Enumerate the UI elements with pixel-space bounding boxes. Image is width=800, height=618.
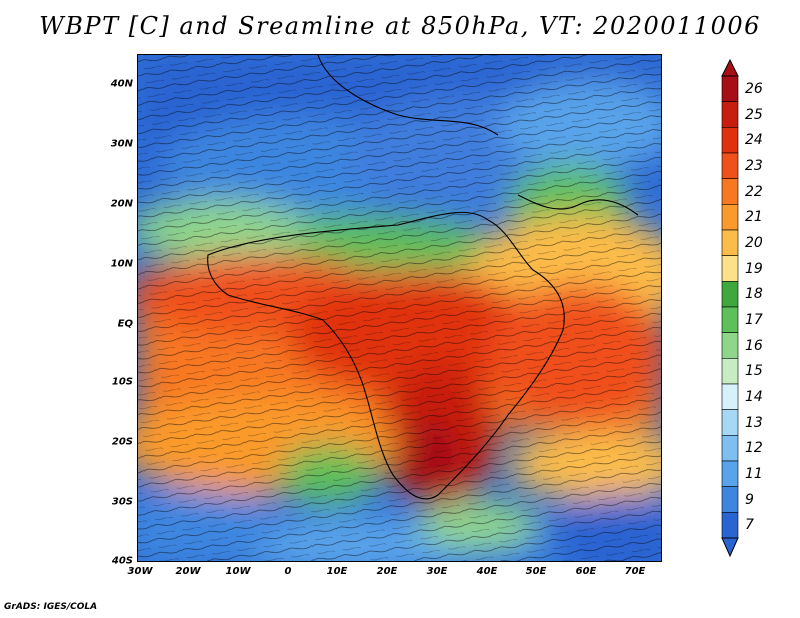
colorbar-swatch (721, 306, 739, 333)
colorbar-top-arrow (721, 58, 739, 77)
lon-tick-60e: 60E (575, 566, 597, 577)
map-plot-area (137, 54, 662, 562)
lon-tick-20e: 20E (376, 566, 398, 577)
colorbar-label: 19 (745, 260, 763, 277)
colorbar-swatch (721, 75, 739, 102)
colorbar-label: 20 (745, 234, 763, 251)
lon-tick-10e: 10E (326, 566, 348, 577)
colorbar-swatch (721, 101, 739, 128)
colorbar-swatch (721, 383, 739, 410)
colorbar-swatch (721, 152, 739, 179)
colorbar-swatch (721, 512, 739, 539)
colorbar-label: 25 (745, 106, 763, 123)
credit-text: GrADS: IGES/COLA (4, 602, 98, 612)
colorbar-swatch (721, 127, 739, 154)
colorbar-swatch (721, 204, 739, 231)
colorbar-swatch (721, 409, 739, 436)
colorbar-label: 12 (745, 440, 763, 457)
colorbar-label: 22 (745, 183, 763, 200)
lat-tick-20s: 20S (111, 436, 133, 448)
lat-tick-10s: 10S (111, 376, 133, 388)
colorbar-swatch (721, 178, 739, 205)
colorbar-swatch (721, 358, 739, 385)
lon-tick-50e: 50E (525, 566, 547, 577)
lat-tick-20n: 20N (110, 198, 133, 210)
colorbar-label: 26 (745, 80, 763, 97)
colorbar-swatches (721, 75, 739, 539)
colorbar-swatch (721, 435, 739, 462)
colorbar-swatch (721, 486, 739, 513)
lat-tick-10n: 10N (110, 258, 133, 270)
colorbar-label: 14 (745, 388, 763, 405)
lon-tick-40e: 40E (476, 566, 498, 577)
lon-tick-0: 0 (284, 566, 292, 577)
lat-tick-40n: 40N (110, 78, 133, 90)
map-title: WBPT [C] and Sreamline at 850hPa, VT: 20… (39, 12, 761, 40)
colorbar-label: 13 (745, 414, 763, 431)
coastlines (207, 55, 639, 500)
colorbar-label: 18 (745, 286, 763, 303)
colorbar-label: 11 (745, 465, 763, 482)
lon-tick-30w: 30W (127, 566, 153, 577)
lon-tick-30e: 30E (426, 566, 448, 577)
lon-tick-10w: 10W (225, 566, 251, 577)
colorbar-swatch (721, 229, 739, 256)
lat-tick-30n: 30N (110, 138, 133, 150)
colorbar-label: 21 (745, 209, 763, 226)
colorbar-label: 16 (745, 337, 763, 354)
colorbar-swatch (721, 281, 739, 308)
wbpt-field-map (138, 55, 661, 561)
streamlines (138, 55, 661, 561)
lat-tick-eq: EQ (117, 318, 133, 330)
lat-tick-40s: 40S (111, 555, 133, 567)
lat-tick-30s: 30S (111, 496, 133, 508)
lon-tick-20w: 20W (175, 566, 201, 577)
colorbar-label: 9 (745, 491, 754, 508)
colorbar-swatch (721, 332, 739, 359)
colorbar-label: 7 (745, 517, 754, 534)
colorbar-label: 23 (745, 157, 763, 174)
colorbar-bottom-arrow (721, 537, 739, 558)
colorbar-swatch (721, 460, 739, 487)
colorbar-label: 17 (745, 311, 763, 328)
colorbar-label: 24 (745, 132, 763, 149)
colorbar-label: 15 (745, 363, 763, 380)
colorbar-swatch (721, 255, 739, 282)
lon-tick-70e: 70E (624, 566, 646, 577)
